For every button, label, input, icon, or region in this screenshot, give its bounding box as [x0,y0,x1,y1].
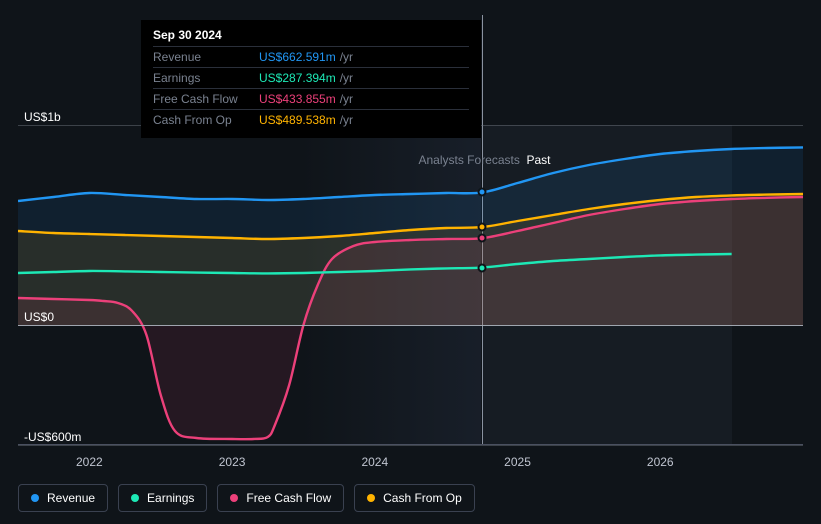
tooltip-label-earnings: Earnings [153,71,259,85]
x-axis-tick: 2026 [647,455,674,469]
legend-label: Revenue [47,491,95,505]
circle-icon [367,494,375,502]
tooltip-value-revenue: US$662.591m [259,50,336,64]
circle-icon [131,494,139,502]
chart-legend: Revenue Earnings Free Cash Flow Cash Fro… [18,484,475,512]
tooltip-value-cfo: US$489.538m [259,113,336,127]
x-axis-tick: 2022 [76,455,103,469]
tooltip-unit: /yr [340,92,353,106]
legend-toggle-cfo[interactable]: Cash From Op [354,484,475,512]
legend-toggle-earnings[interactable]: Earnings [118,484,207,512]
marker-cfo [477,223,486,232]
tooltip-label-cfo: Cash From Op [153,113,259,127]
chart-svg [18,125,803,445]
financials-chart: Sep 30 2024 RevenueUS$662.591m/yr Earnin… [0,0,821,524]
tooltip-unit: /yr [340,50,353,64]
tooltip-label-revenue: Revenue [153,50,259,64]
tooltip-label-fcf: Free Cash Flow [153,92,259,106]
circle-icon [230,494,238,502]
marker-revenue [477,188,486,197]
chart-plot-area[interactable]: Past Analysts Forecasts US$1bUS$0-US$600… [18,125,803,445]
tooltip-unit: /yr [340,71,353,85]
x-axis-tick: 2024 [361,455,388,469]
y-axis-tick: US$1b [24,110,61,124]
label-forecast: Analysts Forecasts [419,153,520,167]
legend-label: Earnings [147,491,194,505]
marker-fcf [477,234,486,243]
y-gridline [18,445,803,446]
x-axis-tick: 2023 [219,455,246,469]
tooltip-value-fcf: US$433.855m [259,92,336,106]
circle-icon [31,494,39,502]
zero-line [18,325,803,326]
marker-earnings [477,263,486,272]
legend-toggle-fcf[interactable]: Free Cash Flow [217,484,344,512]
legend-toggle-revenue[interactable]: Revenue [18,484,108,512]
label-past: Past [526,153,550,167]
legend-label: Free Cash Flow [246,491,331,505]
chart-tooltip: Sep 30 2024 RevenueUS$662.591m/yr Earnin… [141,20,481,138]
tooltip-value-earnings: US$287.394m [259,71,336,85]
x-axis-tick: 2025 [504,455,531,469]
y-axis-tick: -US$600m [24,430,81,444]
tooltip-date: Sep 30 2024 [153,28,469,42]
y-axis-tick: US$0 [24,310,54,324]
tooltip-unit: /yr [340,113,353,127]
legend-label: Cash From Op [383,491,462,505]
